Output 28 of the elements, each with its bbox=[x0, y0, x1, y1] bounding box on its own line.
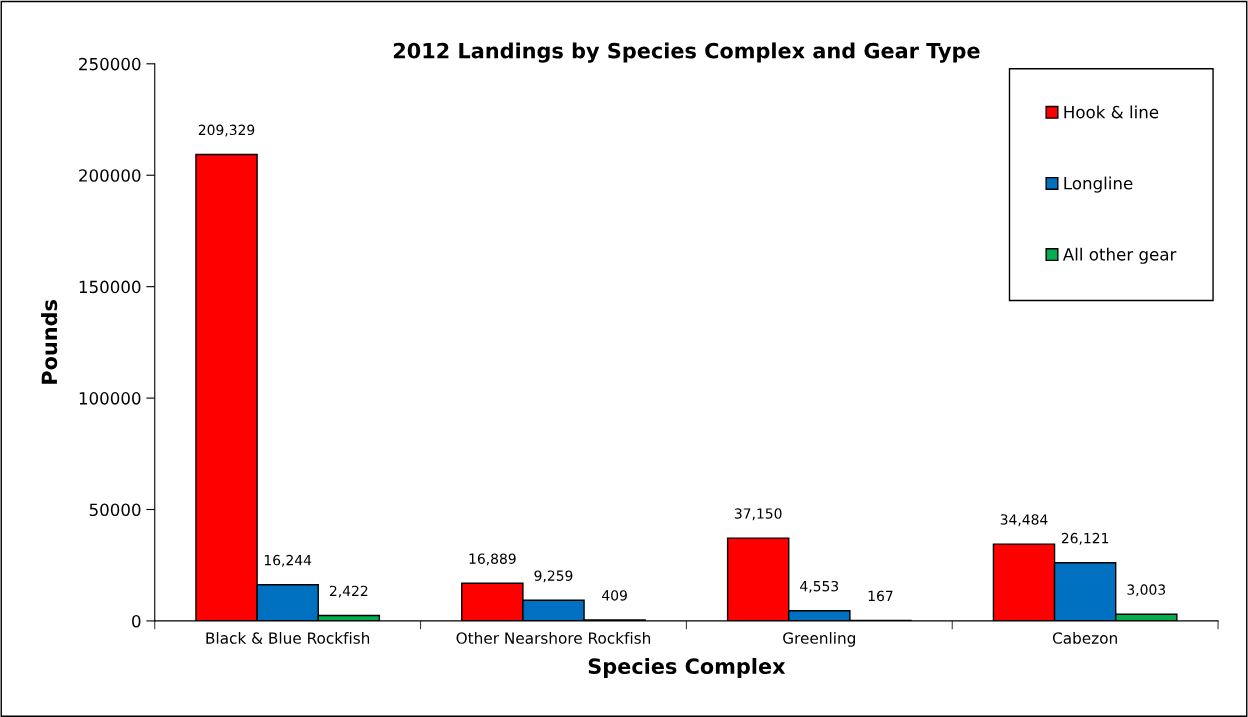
data-label: 9,259 bbox=[534, 570, 573, 583]
x-axis-title: Species Complex bbox=[588, 657, 786, 679]
data-label: 16,889 bbox=[469, 553, 516, 566]
data-label: 167 bbox=[868, 590, 893, 602]
x-tick-label: Cabezon bbox=[1052, 632, 1117, 644]
y-tick-label: 100000 bbox=[79, 392, 141, 405]
legend-label: All other gear bbox=[1062, 247, 1177, 264]
legend-label: Hook & line bbox=[1064, 105, 1159, 119]
data-label: 4,553 bbox=[800, 580, 839, 593]
data-label: 37,150 bbox=[734, 508, 782, 521]
data-label: 26,121 bbox=[1061, 532, 1109, 545]
chart-title: 2012 Landings by Species Complex and Gear Type bbox=[393, 42, 980, 63]
data-label: 2,422 bbox=[329, 585, 368, 598]
y-tick-label: 0 bbox=[132, 614, 141, 628]
x-tick-label: Other Nearshore Rockfish bbox=[456, 632, 651, 644]
x-tick-label: Greenling bbox=[783, 632, 855, 647]
y-axis-title: Pounds bbox=[41, 300, 58, 384]
data-label: 16,244 bbox=[264, 554, 312, 567]
y-tick-label: 200000 bbox=[79, 169, 141, 182]
data-label: 34,484 bbox=[1000, 514, 1048, 527]
data-label: 409 bbox=[602, 590, 627, 601]
legend-label: Longline bbox=[1064, 176, 1133, 193]
data-label: 3,003 bbox=[1127, 584, 1166, 597]
y-tick-label: 50000 bbox=[89, 503, 141, 517]
y-tick-label: 250000 bbox=[79, 57, 141, 71]
y-tick-label: 150000 bbox=[79, 280, 141, 294]
x-tick-label: Black & Blue Rockfish bbox=[206, 632, 370, 644]
data-label: 209,329 bbox=[198, 124, 255, 137]
